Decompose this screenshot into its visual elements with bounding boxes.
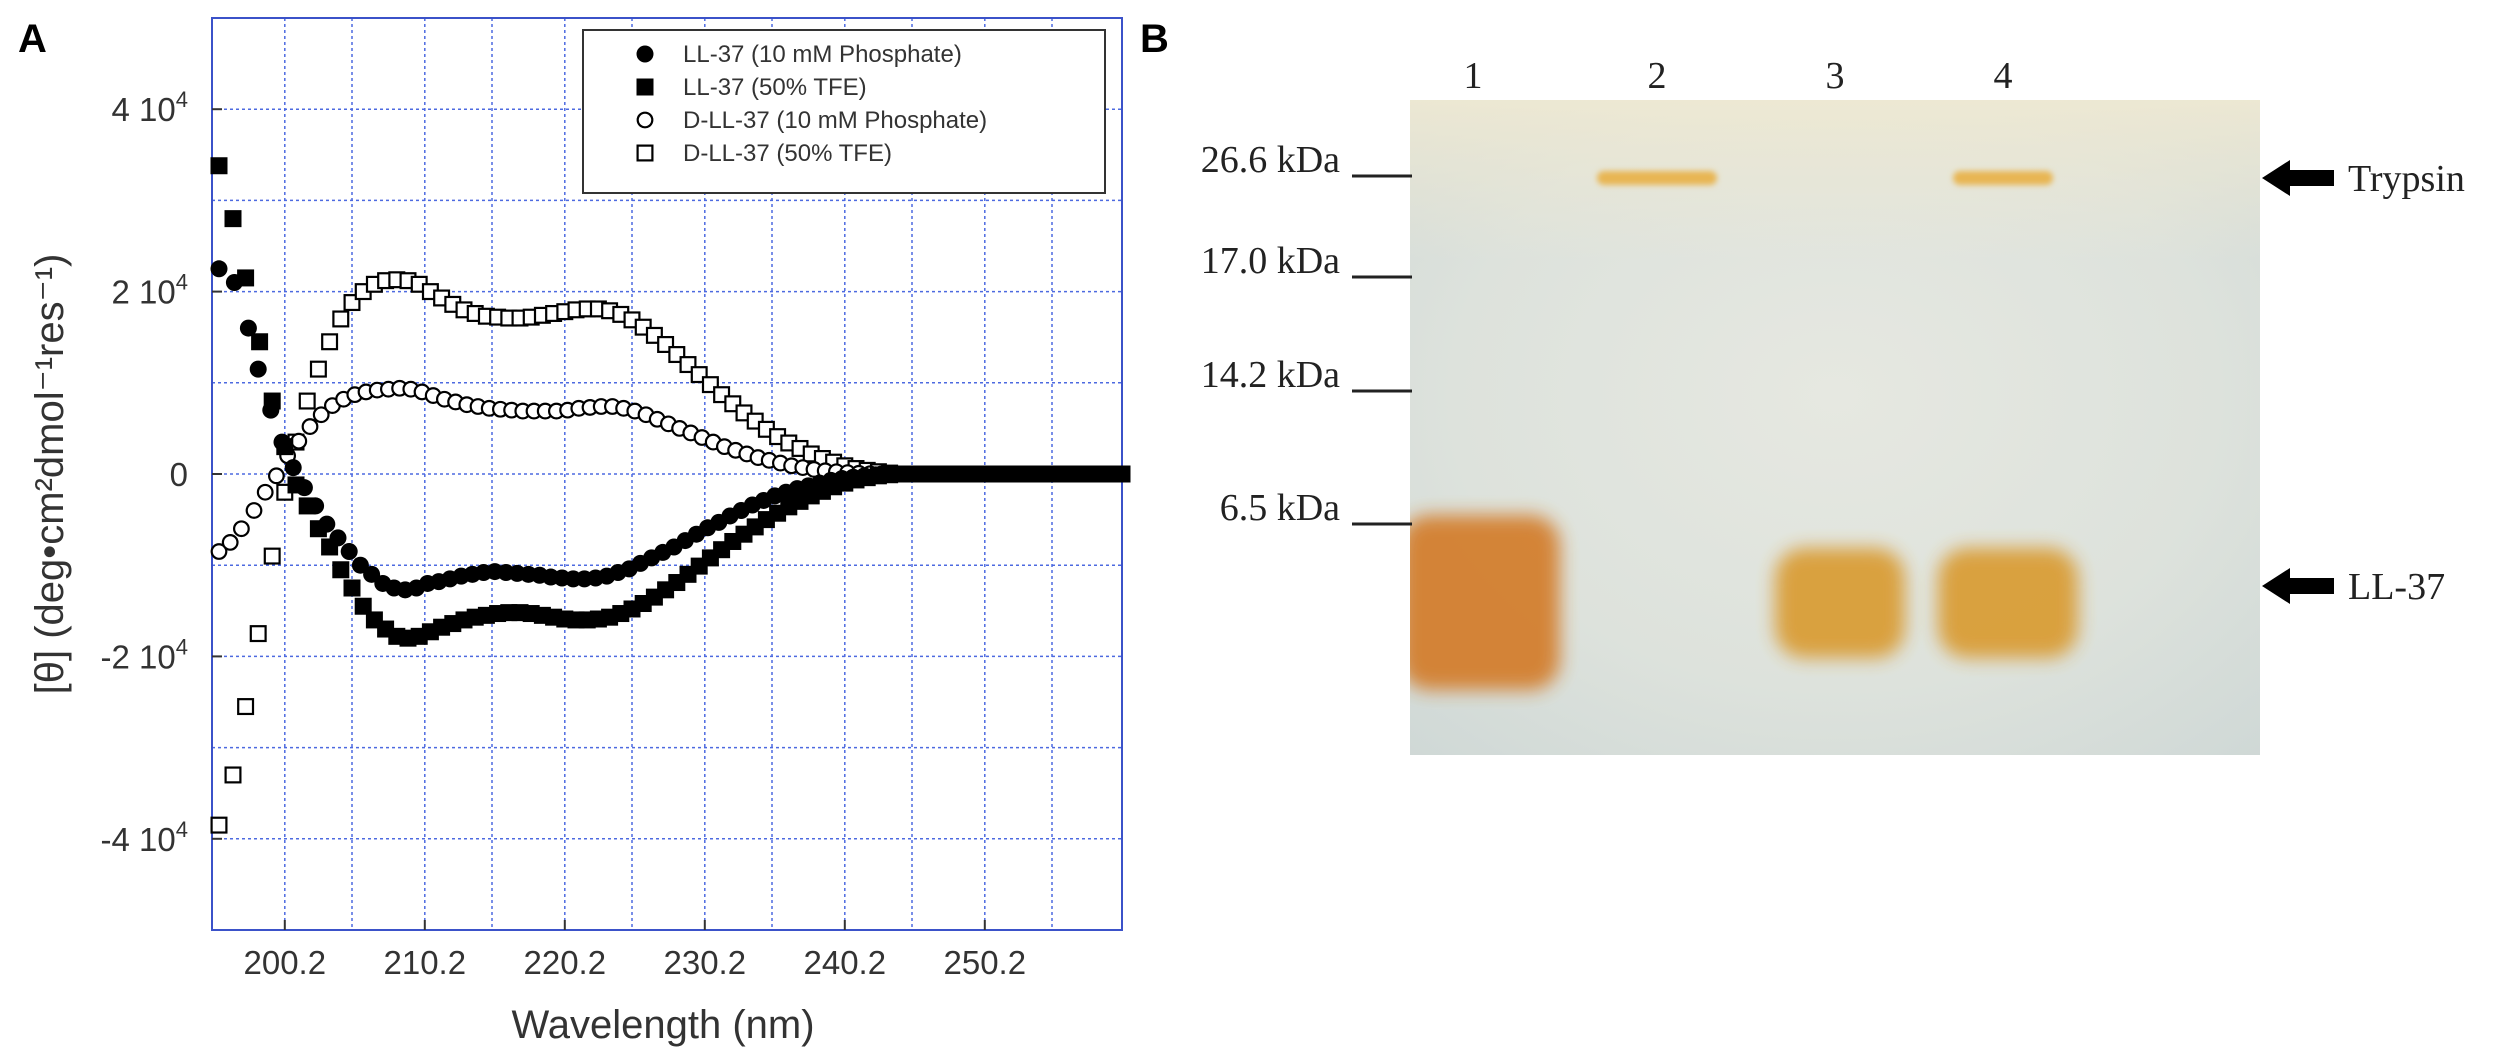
data-point	[309, 360, 327, 378]
series-filled-circle	[210, 260, 1131, 599]
x-tick-label: 220.2	[524, 944, 607, 981]
size-marker-label: 26.6 kDa	[1201, 139, 1340, 181]
chart-legend: LL-37 (10 mM Phosphate) LL-37 (50% TFE) D-…	[582, 29, 1106, 194]
data-point	[332, 561, 350, 579]
y-tick-label: 0	[170, 456, 188, 493]
data-point	[225, 273, 243, 291]
x-axis-title: Wavelength (nm)	[511, 1003, 814, 1047]
data-point	[210, 543, 228, 560]
data-point	[295, 479, 313, 497]
lane-label-2: 2	[1648, 55, 1667, 97]
data-point	[321, 333, 339, 351]
band-trypsin-lane-4	[1953, 171, 2053, 185]
y-tick-label: 2 104	[112, 270, 188, 311]
size-marker-label: 14.2 kDa	[1201, 354, 1340, 396]
data-point	[340, 543, 358, 561]
data-point	[332, 310, 350, 328]
data-point	[301, 418, 319, 435]
data-point	[245, 502, 263, 519]
data-point	[256, 483, 274, 501]
data-point	[224, 766, 242, 784]
data-point	[224, 210, 242, 228]
legend-entry: D-LL-37 (50% TFE)	[683, 140, 892, 167]
size-marker-label: 6.5 kDa	[1220, 487, 1340, 529]
gel-panel: 1 2 3 4 26.6 kDa 17.0 kDa 14.2 kDa 6.5 kDa Try…	[1201, 55, 2465, 770]
data-point	[273, 433, 291, 451]
x-tick-label: 240.2	[804, 944, 887, 981]
legend-entry: LL-37 (10 mM Phosphate)	[683, 41, 962, 68]
x-tick-label: 210.2	[384, 944, 467, 981]
band-ll37-lane-4	[1938, 548, 2078, 658]
data-point	[237, 698, 255, 716]
data-point	[318, 515, 336, 533]
size-markers: 26.6 kDa 17.0 kDa 14.2 kDa 6.5 kDa	[1201, 139, 1412, 529]
data-point	[210, 157, 228, 175]
x-axis-ticks: 200.2 210.2 220.2 230.2 240.2 250.2	[244, 920, 1027, 981]
data-point	[210, 816, 228, 834]
data-point	[232, 520, 250, 538]
y-tick-label: -2 104	[101, 634, 188, 675]
data-point	[298, 392, 316, 410]
band-annotations: Trypsin LL-37	[2262, 158, 2465, 608]
lane-labels: 1 2 3 4	[1464, 55, 2013, 97]
panel-b-label: B	[1140, 17, 1169, 61]
legend-box	[582, 29, 1106, 194]
data-point	[249, 625, 267, 643]
legend-marker	[636, 45, 654, 63]
band-ll37-lane-1	[1400, 515, 1560, 690]
data-point	[343, 579, 361, 597]
y-tick-label: -4 104	[101, 817, 188, 858]
data-point	[329, 529, 347, 547]
legend-marker	[636, 111, 654, 129]
data-points	[210, 157, 1131, 834]
band-trypsin-lane-2	[1597, 171, 1717, 185]
data-point	[307, 497, 325, 515]
y-tick-label: 4 104	[112, 87, 188, 128]
data-point	[249, 360, 267, 378]
band-ll37-lane-3	[1775, 548, 1905, 658]
data-point	[221, 534, 239, 551]
data-point	[354, 597, 372, 615]
data-point	[239, 319, 257, 337]
data-point	[251, 333, 269, 351]
data-point	[210, 260, 228, 278]
legend-marker	[636, 144, 654, 162]
gel-top-tint	[1410, 100, 2260, 260]
band-label-ll-37: LL-37	[2348, 566, 2445, 608]
y-axis-title: [θ] (deg•cm²dmol⁻¹res⁻¹)	[28, 254, 72, 695]
band-label-trypsin: Trypsin	[2348, 158, 2465, 200]
data-point	[262, 401, 280, 419]
x-tick-label: 230.2	[664, 944, 747, 981]
size-marker-label: 17.0 kDa	[1201, 240, 1340, 282]
data-point	[268, 467, 285, 485]
gel-bands	[1380, 90, 2078, 770]
lane-label-3: 3	[1826, 55, 1845, 97]
lane-label-4: 4	[1994, 55, 2013, 97]
data-point	[1113, 465, 1131, 483]
arrow-icon	[2262, 568, 2334, 604]
x-tick-label: 200.2	[244, 944, 327, 981]
x-tick-label: 250.2	[944, 944, 1027, 981]
gel-edge-mask	[1380, 90, 1410, 770]
data-point	[312, 406, 330, 424]
legend-marker	[636, 78, 654, 96]
legend-entry: LL-37 (50% TFE)	[683, 74, 867, 101]
legend-entry: D-LL-37 (10 mM Phosphate)	[683, 107, 987, 134]
data-point	[284, 459, 302, 477]
data-point	[263, 547, 281, 565]
data-point	[290, 432, 308, 450]
panel-a-label: A	[18, 17, 47, 61]
y-axis-ticks: 4 104 2 104 0 -2 104 -4 104	[101, 87, 222, 858]
arrow-icon	[2262, 160, 2334, 196]
lane-label-1: 1	[1464, 55, 1483, 97]
